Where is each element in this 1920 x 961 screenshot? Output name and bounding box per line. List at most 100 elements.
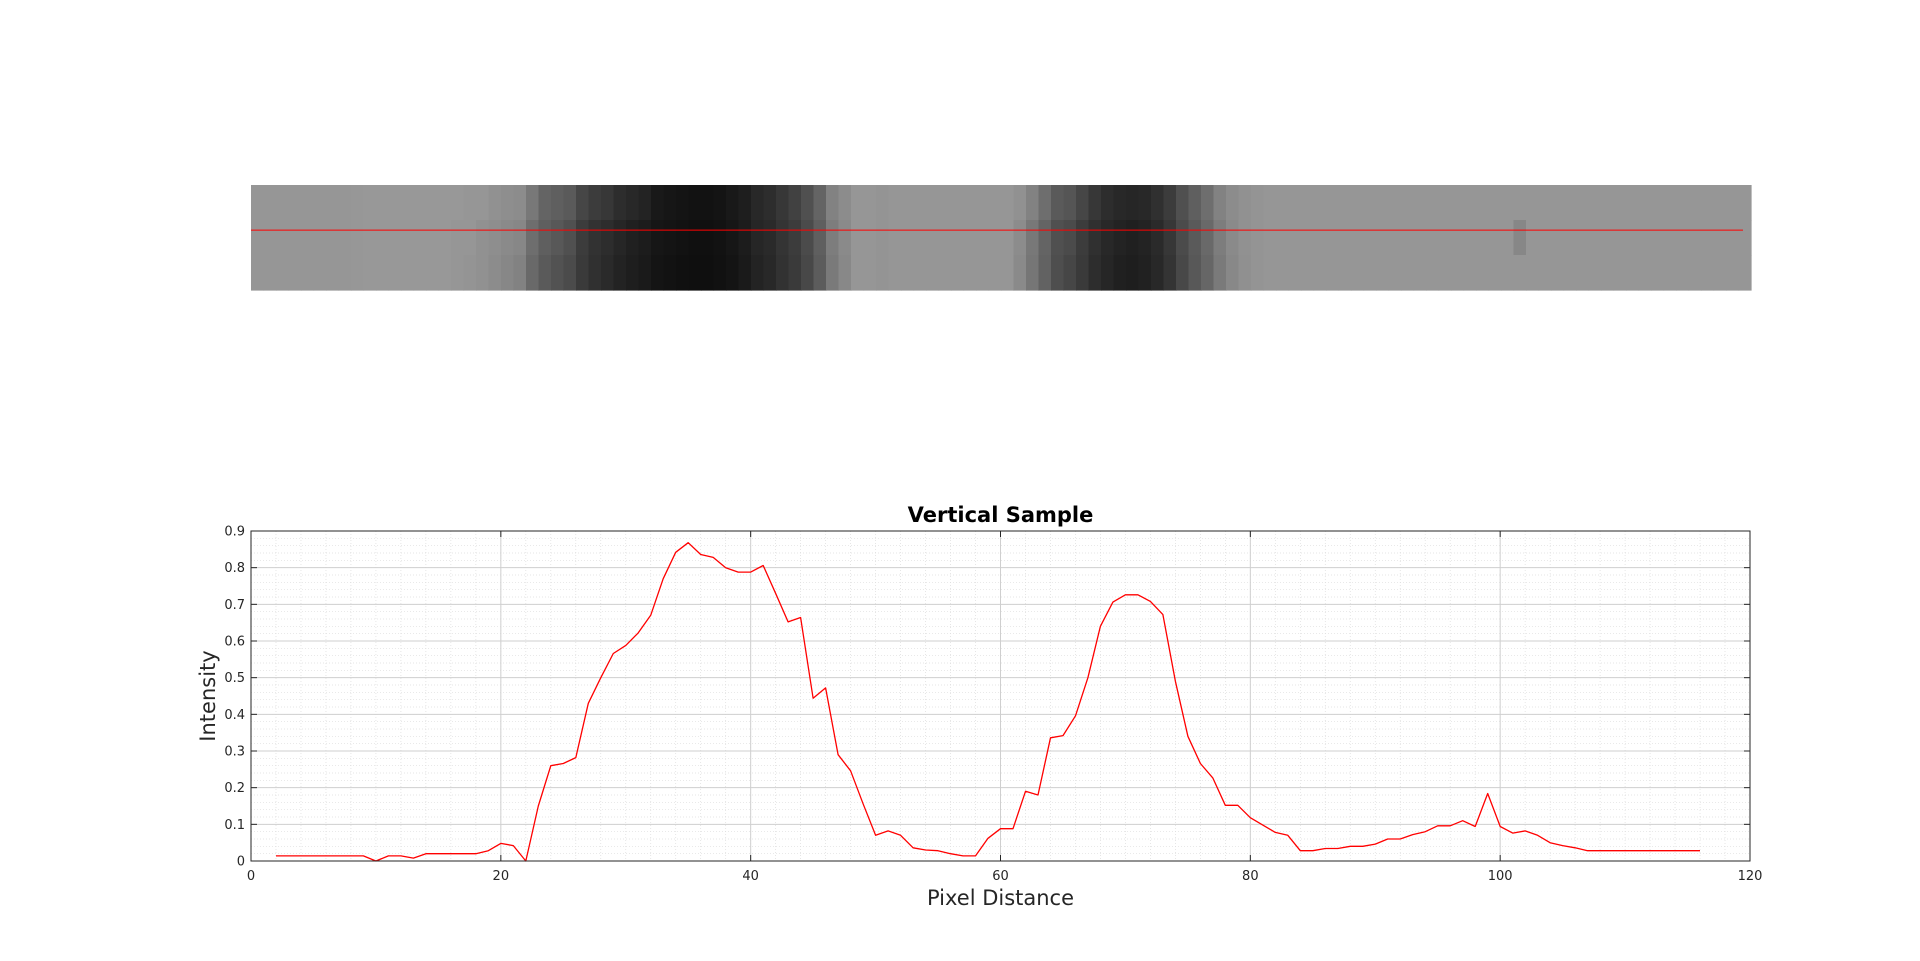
strip-pixel	[1713, 220, 1727, 256]
strip-pixel	[463, 185, 477, 221]
strip-pixel	[388, 255, 402, 291]
strip-pixel	[1251, 220, 1265, 256]
strip-pixel	[963, 255, 977, 291]
strip-pixel	[1413, 220, 1427, 256]
strip-pixel	[1276, 255, 1290, 291]
strip-pixel	[1501, 255, 1515, 291]
strip-pixel	[776, 220, 790, 256]
strip-pixel	[1251, 255, 1265, 291]
strip-pixel	[1388, 220, 1402, 256]
strip-pixel	[1063, 255, 1077, 291]
strip-pixel	[1676, 220, 1690, 256]
strip-pixel	[488, 185, 502, 221]
strip-pixel	[851, 220, 865, 256]
strip-pixel	[1663, 220, 1677, 256]
strip-pixel	[1288, 185, 1302, 221]
strip-pixel	[351, 185, 365, 221]
strip-pixel	[276, 255, 290, 291]
strip-pixel	[713, 185, 727, 221]
strip-pixel	[1038, 220, 1052, 256]
y-tick-label: 0.3	[224, 745, 245, 760]
strip-pixel	[1213, 255, 1227, 291]
strip-pixel	[1713, 185, 1727, 221]
strip-pixel	[601, 220, 615, 256]
y-tick-label: 0.6	[224, 635, 245, 650]
strip-pixel	[776, 255, 790, 291]
x-tick-label: 40	[742, 869, 759, 884]
strip-pixel	[563, 255, 577, 291]
strip-pixel	[876, 220, 890, 256]
strip-pixel	[1001, 220, 1015, 256]
strip-pixel	[1376, 255, 1390, 291]
strip-pixel	[1551, 185, 1565, 221]
strip-pixel	[438, 220, 452, 256]
strip-pixel	[813, 220, 827, 256]
strip-pixel	[1638, 255, 1652, 291]
strip-pixel	[1688, 255, 1702, 291]
strip-pixel	[288, 220, 302, 256]
strip-pixel	[1226, 255, 1240, 291]
strip-pixel	[1313, 255, 1327, 291]
strip-pixel	[1063, 220, 1077, 256]
y-tick-label: 0.9	[224, 525, 245, 540]
strip-pixel	[526, 255, 540, 291]
strip-pixel	[876, 255, 890, 291]
strip-pixel	[1301, 185, 1315, 221]
strip-pixel	[1426, 185, 1440, 221]
strip-pixel	[1088, 255, 1102, 291]
strip-pixel	[1576, 185, 1590, 221]
strip-pixel	[1038, 185, 1052, 221]
strip-pixel	[1076, 220, 1090, 256]
strip-pixel	[501, 255, 515, 291]
strip-pixel	[1151, 220, 1165, 256]
y-axis-ticks: 0 0.1 0.2 0.3 0.4 0.5 0.6 0.7 0.8 0.9	[224, 525, 1750, 870]
strip-pixel	[638, 185, 652, 221]
strip-pixel	[1676, 255, 1690, 291]
strip-pixel	[1338, 255, 1352, 291]
strip-pixel	[638, 255, 652, 291]
strip-pixel	[1726, 220, 1740, 256]
strip-pixel	[413, 185, 427, 221]
strip-pixel	[1463, 255, 1477, 291]
plot-frame	[250, 530, 1751, 862]
strip-pixel	[1188, 220, 1202, 256]
strip-pixel	[1576, 255, 1590, 291]
strip-pixel	[1013, 220, 1027, 256]
strip-pixel	[913, 185, 927, 221]
x-tick-label: 20	[493, 869, 510, 884]
strip-pixel	[513, 220, 527, 256]
strip-pixel	[738, 255, 752, 291]
strip-pixel	[1601, 220, 1615, 256]
strip-pixel	[1376, 185, 1390, 221]
strip-pixel	[913, 220, 927, 256]
strip-pixel	[563, 220, 577, 256]
strip-pixel	[1213, 185, 1227, 221]
strip-pixel	[1051, 255, 1065, 291]
strip-pixel	[488, 220, 502, 256]
strip-pixel	[1376, 220, 1390, 256]
strip-pixel	[1726, 185, 1740, 221]
strip-pixel	[1488, 220, 1502, 256]
strip-pixel	[863, 185, 877, 221]
strip-pixel	[401, 220, 415, 256]
strip-pixel	[1526, 220, 1540, 256]
strip-pixel	[251, 185, 265, 221]
strip-pixel	[276, 185, 290, 221]
strip-pixel	[338, 220, 352, 256]
strip-pixel	[901, 185, 915, 221]
strip-pixel	[338, 185, 352, 221]
strip-pixel	[326, 185, 340, 221]
strip-pixel	[1738, 220, 1752, 256]
strip-pixel	[863, 255, 877, 291]
strip-pixel	[1563, 220, 1577, 256]
strip-pixel	[501, 220, 515, 256]
strip-pixel	[288, 185, 302, 221]
strip-pixel	[438, 255, 452, 291]
strip-pixel	[1238, 185, 1252, 221]
strip-pixel	[1501, 220, 1515, 256]
strip-pixel	[488, 255, 502, 291]
strip-pixel	[788, 255, 802, 291]
strip-pixel	[688, 220, 702, 256]
strip-pixel	[1713, 255, 1727, 291]
